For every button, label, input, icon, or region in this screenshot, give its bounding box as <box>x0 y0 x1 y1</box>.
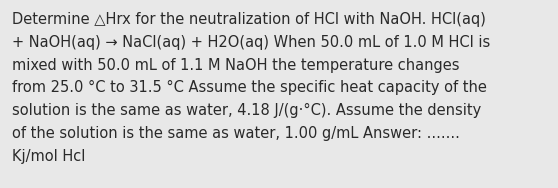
Text: mixed with 50.0 mL of 1.1 M NaOH the temperature changes: mixed with 50.0 mL of 1.1 M NaOH the tem… <box>12 58 459 73</box>
Text: Kj/mol Hcl: Kj/mol Hcl <box>12 149 85 164</box>
Text: from 25.0 °C to 31.5 °C Assume the specific heat capacity of the: from 25.0 °C to 31.5 °C Assume the speci… <box>12 80 487 96</box>
Text: solution is the same as water, 4.18 J/(g·°C). Assume the density: solution is the same as water, 4.18 J/(g… <box>12 103 481 118</box>
Text: + NaOH(aq) → NaCl(aq) + H2O(aq) When 50.0 mL of 1.0 M HCl is: + NaOH(aq) → NaCl(aq) + H2O(aq) When 50.… <box>12 35 490 50</box>
Text: of the solution is the same as water, 1.00 g/mL Answer: .......: of the solution is the same as water, 1.… <box>12 126 460 141</box>
Text: Determine △Hrx for the neutralization of HCl with NaOH. HCl(aq): Determine △Hrx for the neutralization of… <box>12 12 486 27</box>
